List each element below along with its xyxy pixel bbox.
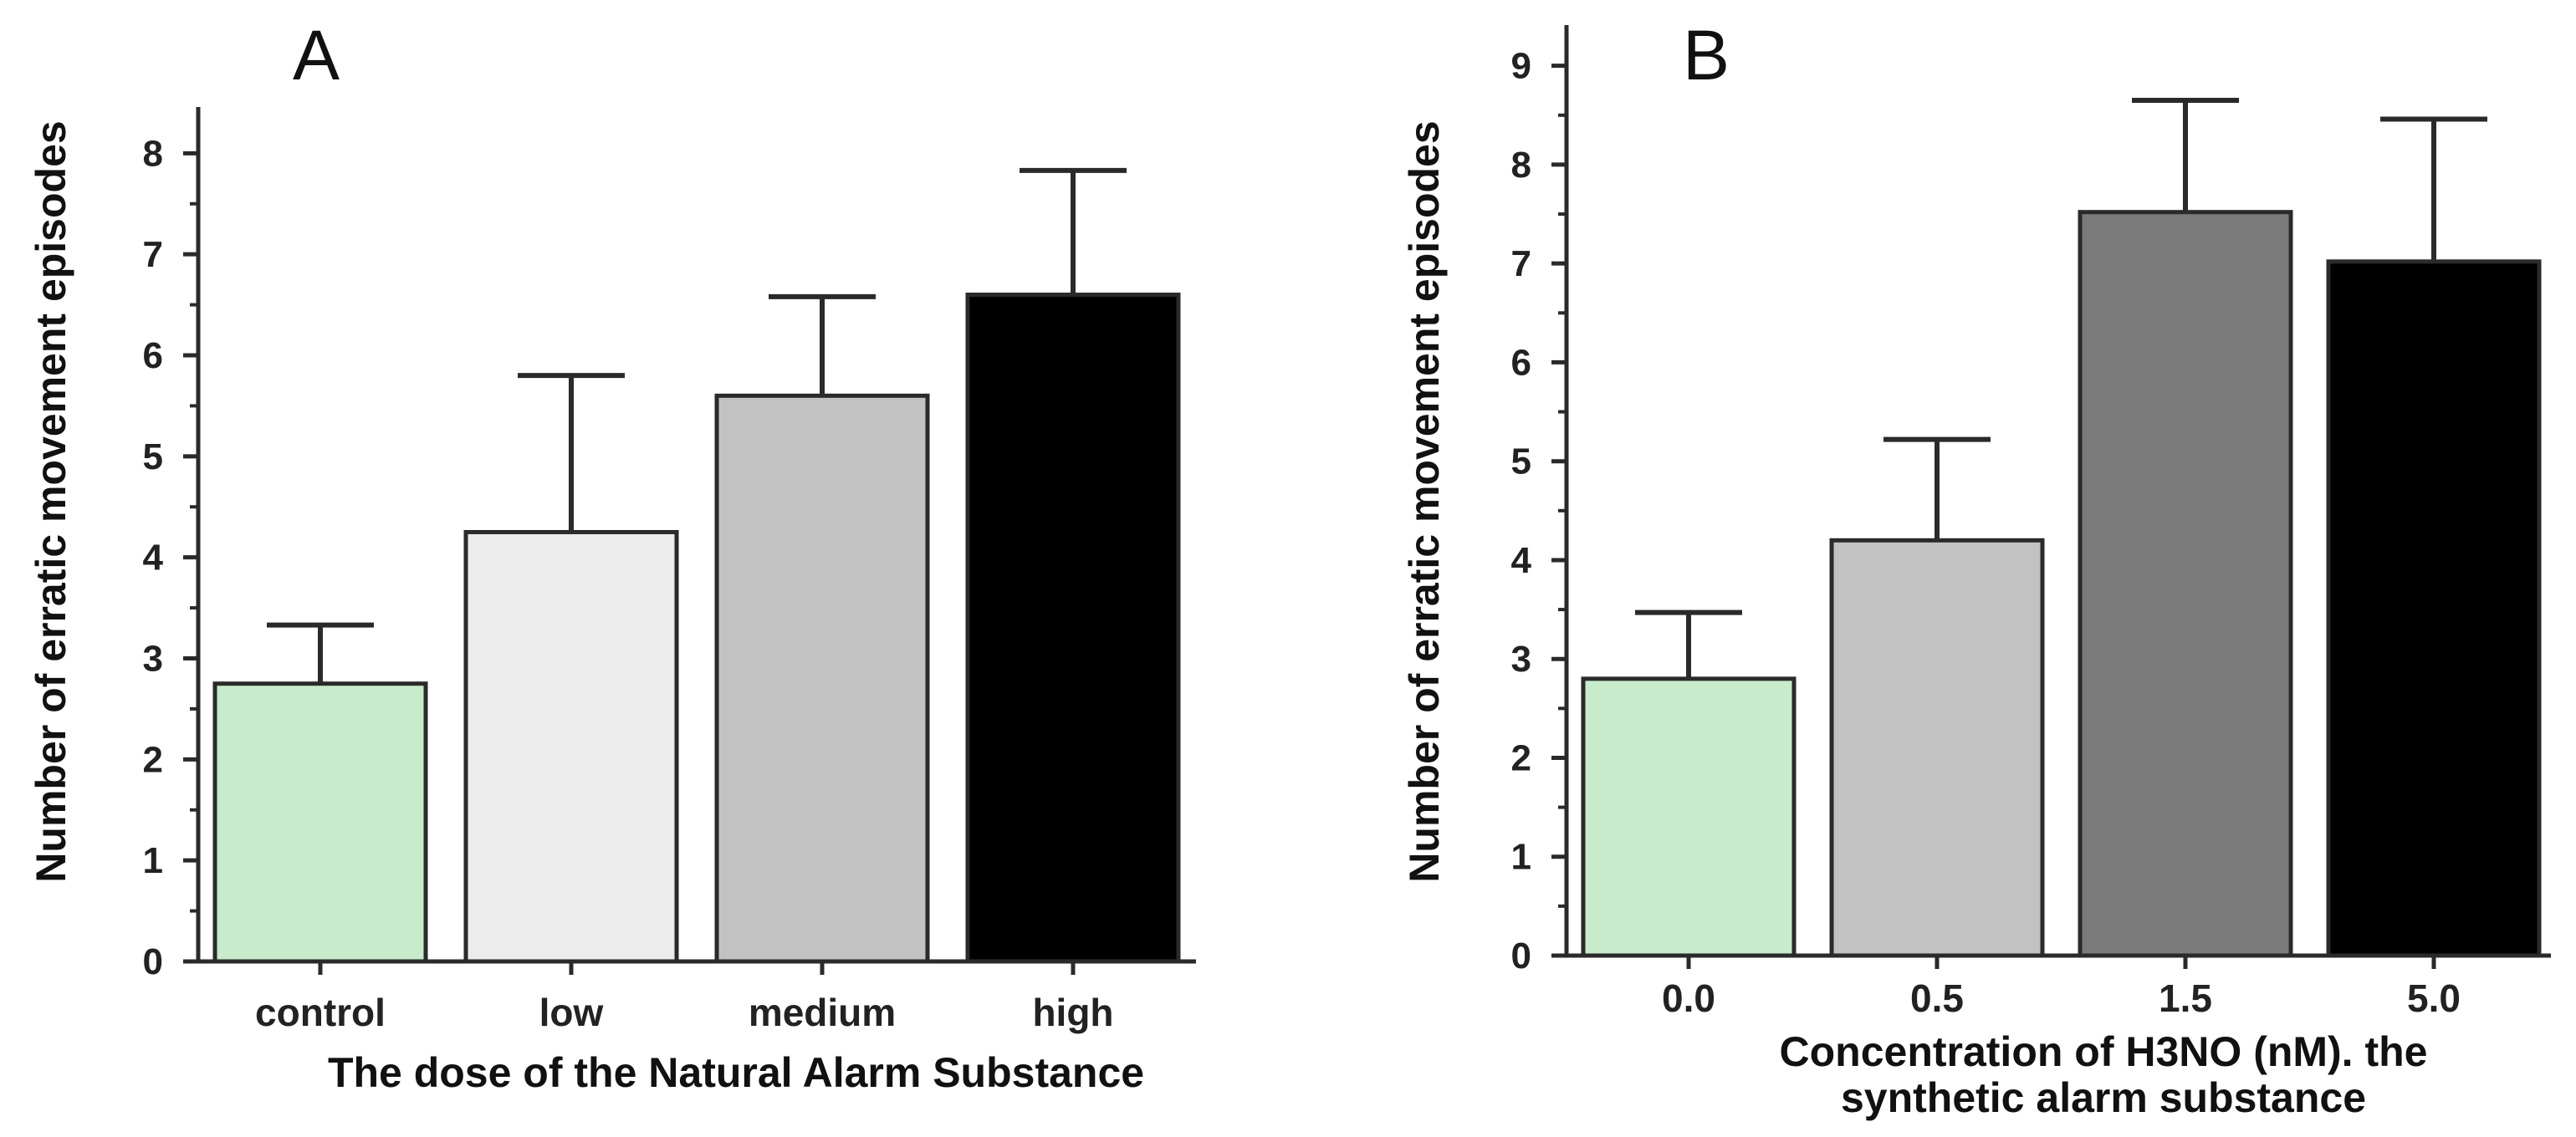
- x-axis-title-line: Concentration of H3NO (nM). the: [1780, 1028, 2428, 1075]
- y-tick-label: 5: [143, 436, 163, 477]
- category-label: control: [255, 991, 386, 1034]
- bar-0-0: [1581, 676, 1797, 958]
- y-tick-label: 7: [143, 234, 163, 275]
- panel-b-chart: 0 1 2 3 4 5 6 7 8 9 0.0 0.5 1.5 5.0 Number of erratic …: [1401, 16, 2551, 1121]
- category-label: medium: [749, 991, 896, 1034]
- panel-a-chart: 0 1 2 3 4 5 6 7 8 control low medium high Number of e…: [28, 16, 1196, 1096]
- y-axis-title: Number of erratic movement episodes: [28, 120, 74, 882]
- y-tick-label: 8: [143, 133, 163, 174]
- y-tick-label: 0: [143, 941, 163, 982]
- bar-control: [212, 681, 428, 964]
- y-tick-label: 8: [1511, 145, 1531, 186]
- y-tick-label: 7: [1511, 243, 1531, 284]
- x-axis-title-line: synthetic alarm substance: [1841, 1074, 2366, 1121]
- bar-high: [965, 293, 1181, 964]
- y-tick-label: 2: [1511, 737, 1531, 778]
- category-label: 5.0: [2407, 976, 2461, 1020]
- y-tick-label: 6: [1511, 342, 1531, 383]
- category-label: 0.0: [1662, 976, 1715, 1020]
- y-tick-label: 5: [1511, 441, 1531, 482]
- y-tick-label: 3: [1511, 639, 1531, 680]
- y-tick-label: 9: [1511, 46, 1531, 87]
- x-axis-title-line: The dose of the Natural Alarm Substance: [328, 1049, 1144, 1096]
- y-tick-label: 1: [1511, 837, 1531, 878]
- y-axis-title: Number of erratic movement episodes: [1401, 120, 1448, 882]
- y-tick-label: 6: [143, 335, 163, 376]
- category-label: high: [1032, 991, 1113, 1034]
- bar-1-5: [2078, 210, 2293, 958]
- y-tick-label: 3: [143, 639, 163, 680]
- panel-label: A: [293, 16, 340, 94]
- panel-label: B: [1683, 16, 1730, 94]
- y-tick-label: 0: [1511, 936, 1531, 976]
- y-tick-label: 4: [143, 538, 164, 579]
- bar-5-0: [2326, 259, 2542, 958]
- bar-0-5: [1829, 538, 2045, 958]
- bar-medium: [714, 393, 930, 964]
- category-label: 1.5: [2159, 976, 2212, 1020]
- y-tick-label: 4: [1511, 540, 1532, 581]
- bar-low: [463, 529, 679, 964]
- y-tick-label: 1: [143, 840, 163, 881]
- category-label: 0.5: [1910, 976, 1964, 1020]
- category-label: low: [539, 991, 604, 1034]
- y-tick-label: 2: [143, 739, 163, 780]
